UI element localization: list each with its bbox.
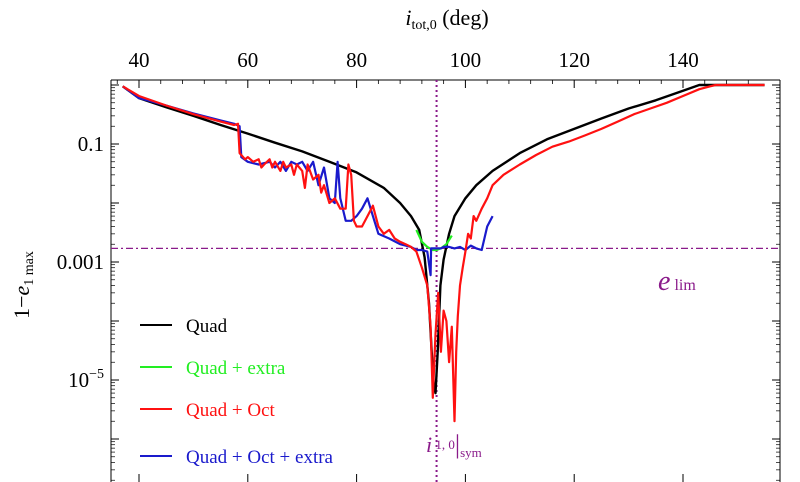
y-axis-ticks: 0.1 0.001 10−5 xyxy=(57,84,780,481)
x-tick-label: 140 xyxy=(667,48,699,72)
x-tick-label: 120 xyxy=(558,48,590,72)
x-tick-label: 80 xyxy=(346,48,367,72)
e-lim-label: e lim xyxy=(658,266,696,297)
legend-label: Quad + Oct xyxy=(186,400,276,421)
legend: Quad Quad + extra Quad + Oct Quad + Oct … xyxy=(140,316,334,468)
x-tick-label: 40 xyxy=(129,48,150,72)
legend-label: Quad xyxy=(186,316,228,337)
legend-label: Quad + Oct + extra xyxy=(186,447,334,468)
y-tick-label: 10−5 xyxy=(68,367,104,392)
x-tick-label: 100 xyxy=(450,48,482,72)
legend-entry-quad: Quad xyxy=(140,316,228,337)
y-tick-label: 0.001 xyxy=(57,250,104,274)
series-layer xyxy=(121,83,765,423)
legend-label: Quad + extra xyxy=(186,358,286,379)
series-quad-line xyxy=(121,83,765,395)
plot-area xyxy=(111,80,780,482)
legend-entry-quad-oct-extra: Quad + Oct + extra xyxy=(140,447,334,468)
x-axis-label: itot,0 (deg) xyxy=(405,5,488,33)
legend-entry-quad-oct: Quad + Oct xyxy=(140,400,276,421)
i-sym-label: i 1, 0|sym xyxy=(426,430,482,460)
legend-entry-quad-extra: Quad + extra xyxy=(140,358,286,379)
x-tick-label: 60 xyxy=(237,48,258,72)
y-tick-label: 0.1 xyxy=(78,132,104,156)
series-quad-oct-extra-line xyxy=(122,85,494,277)
series-quad-extra-line xyxy=(415,229,453,252)
y-axis-label: 1−e1 max xyxy=(9,251,37,319)
series-quad-oct-line xyxy=(122,83,765,423)
x-axis-ticks: 40 60 80 100 120 140 xyxy=(116,48,749,482)
